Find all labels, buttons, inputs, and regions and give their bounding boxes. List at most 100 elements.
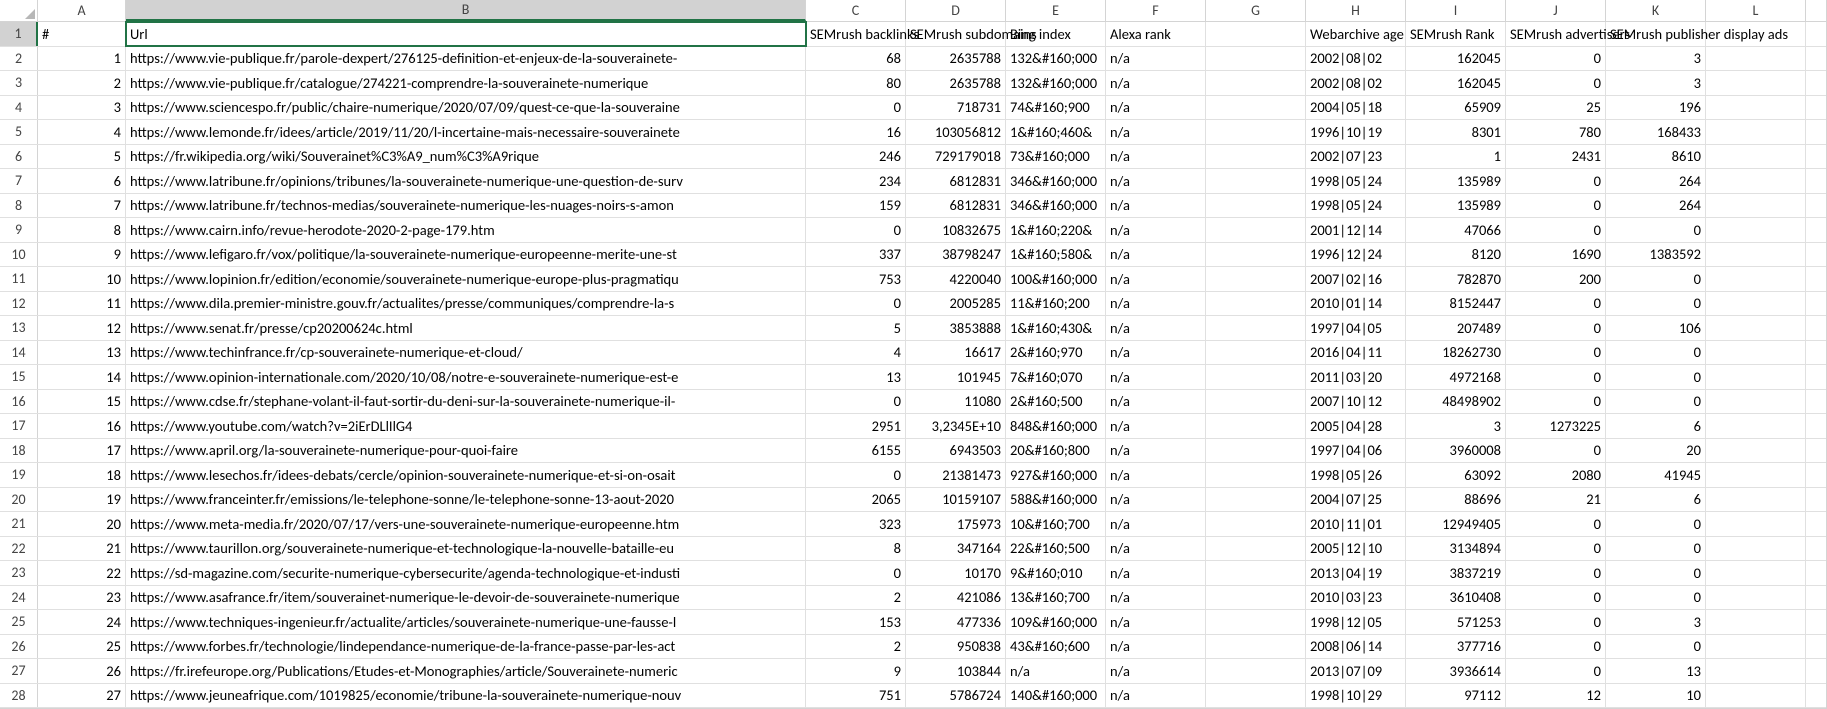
cell[interactable]: 9&#160;010 — [1006, 561, 1106, 585]
cell[interactable]: 19 — [38, 488, 126, 512]
cell[interactable]: n/a — [1106, 120, 1206, 144]
cell[interactable] — [1206, 341, 1306, 365]
cell[interactable]: 0 — [806, 463, 906, 487]
cell[interactable]: 48498902 — [1406, 390, 1506, 414]
cell[interactable]: 1996|10|19 — [1306, 120, 1406, 144]
cell[interactable]: 7&#160;070 — [1006, 365, 1106, 389]
row-header-4[interactable]: 4 — [0, 96, 38, 120]
cell[interactable]: 0 — [1606, 390, 1706, 414]
cell[interactable]: 1998|05|26 — [1306, 463, 1406, 487]
cell[interactable]: 8152447 — [1406, 292, 1506, 316]
row-header-18[interactable]: 18 — [0, 439, 38, 463]
cell[interactable]: 0 — [1506, 365, 1606, 389]
cell[interactable]: 20&#160;800 — [1006, 439, 1106, 463]
cell[interactable]: 2005|04|28 — [1306, 414, 1406, 438]
cell[interactable]: n/a — [1106, 537, 1206, 561]
cell[interactable] — [1706, 22, 1806, 46]
column-header-K[interactable]: K — [1606, 0, 1706, 21]
cell[interactable] — [1706, 561, 1806, 585]
cell[interactable]: 0 — [1506, 169, 1606, 193]
cell[interactable]: 73&#160;000 — [1006, 145, 1106, 169]
cell[interactable]: 246 — [806, 145, 906, 169]
cell[interactable]: 1 — [1406, 145, 1506, 169]
cell[interactable] — [1206, 218, 1306, 242]
cell[interactable]: 0 — [1506, 537, 1606, 561]
cell[interactable]: Bing index — [1006, 22, 1106, 46]
cell[interactable]: 13 — [1606, 659, 1706, 683]
cell[interactable]: 3936614 — [1406, 659, 1506, 683]
cell[interactable]: 2 — [806, 586, 906, 610]
cell[interactable] — [1206, 169, 1306, 193]
cell[interactable] — [1206, 390, 1306, 414]
cell[interactable]: 0 — [1506, 390, 1606, 414]
cell[interactable]: 153 — [806, 610, 906, 634]
cell[interactable] — [1706, 120, 1806, 144]
cell[interactable]: https://www.lefigaro.fr/vox/politique/la… — [126, 243, 806, 267]
cell[interactable] — [1206, 659, 1306, 683]
cell[interactable]: https://www.vie-publique.fr/parole-dexpe… — [126, 47, 806, 71]
cell[interactable]: 20 — [1606, 439, 1706, 463]
cell[interactable]: n/a — [1106, 488, 1206, 512]
cell[interactable]: https://www.cairn.info/revue-herodote-20… — [126, 218, 806, 242]
cell[interactable]: 109&#160;000 — [1006, 610, 1106, 634]
cell[interactable]: 3 — [1606, 71, 1706, 95]
cell[interactable] — [1706, 218, 1806, 242]
cell[interactable]: 1&#160;580& — [1006, 243, 1106, 267]
cell[interactable]: n/a — [1106, 169, 1206, 193]
row-header-21[interactable]: 21 — [0, 512, 38, 536]
cell[interactable]: 2&#160;970 — [1006, 341, 1106, 365]
cell[interactable]: https://www.asafrance.fr/item/souveraine… — [126, 586, 806, 610]
cell[interactable]: 3610408 — [1406, 586, 1506, 610]
cell[interactable]: Url — [126, 22, 806, 46]
cell[interactable]: 264 — [1606, 194, 1706, 218]
cell[interactable] — [1206, 586, 1306, 610]
cell[interactable]: 7 — [38, 194, 126, 218]
cell[interactable] — [1206, 96, 1306, 120]
cell[interactable] — [1706, 659, 1806, 683]
cell[interactable] — [1206, 537, 1306, 561]
cell[interactable]: 207489 — [1406, 316, 1506, 340]
row-header-22[interactable]: 22 — [0, 537, 38, 561]
cell[interactable]: 2002|07|23 — [1306, 145, 1406, 169]
cell[interactable]: 5786724 — [906, 684, 1006, 708]
cell[interactable] — [1706, 610, 1806, 634]
cell[interactable] — [1706, 316, 1806, 340]
cell[interactable]: 2008|06|14 — [1306, 635, 1406, 659]
cell[interactable]: 3 — [38, 96, 126, 120]
cell[interactable]: 22&#160;500 — [1006, 537, 1106, 561]
cell[interactable]: 23 — [38, 586, 126, 610]
cell[interactable]: 175973 — [906, 512, 1006, 536]
cell[interactable] — [1706, 684, 1806, 708]
cell[interactable]: SEMrush subdomains — [906, 22, 1006, 46]
cell[interactable]: n/a — [1106, 316, 1206, 340]
column-header-A[interactable]: A — [38, 0, 126, 21]
cell[interactable]: n/a — [1106, 96, 1206, 120]
cell[interactable]: 2 — [38, 71, 126, 95]
cell[interactable]: 0 — [1506, 512, 1606, 536]
cell[interactable]: 162045 — [1406, 47, 1506, 71]
cell[interactable]: 3 — [1406, 414, 1506, 438]
cell[interactable]: 10 — [38, 267, 126, 291]
cell[interactable]: 2080 — [1506, 463, 1606, 487]
row-header-9[interactable]: 9 — [0, 218, 38, 242]
cell[interactable]: 132&#160;000 — [1006, 71, 1106, 95]
cell[interactable] — [1706, 267, 1806, 291]
cell[interactable]: 74&#160;900 — [1006, 96, 1106, 120]
cell[interactable]: 100&#160;000 — [1006, 267, 1106, 291]
cell[interactable]: https://www.techniques-ingenieur.fr/actu… — [126, 610, 806, 634]
row-header-20[interactable]: 20 — [0, 488, 38, 512]
cell[interactable]: https://www.jeuneafrique.com/1019825/eco… — [126, 684, 806, 708]
cell[interactable]: 3837219 — [1406, 561, 1506, 585]
row-header-23[interactable]: 23 — [0, 561, 38, 585]
column-header-F[interactable]: F — [1106, 0, 1206, 21]
cell[interactable] — [1206, 194, 1306, 218]
cell[interactable]: https://www.dila.premier-ministre.gouv.f… — [126, 292, 806, 316]
cell[interactable]: 9 — [38, 243, 126, 267]
cell[interactable]: 14 — [38, 365, 126, 389]
cell[interactable]: n/a — [1106, 292, 1206, 316]
cell[interactable]: 0 — [806, 218, 906, 242]
cell[interactable]: https://www.latribune.fr/opinions/tribun… — [126, 169, 806, 193]
cell[interactable]: 0 — [1606, 267, 1706, 291]
cell[interactable]: 477336 — [906, 610, 1006, 634]
cell[interactable]: 0 — [806, 96, 906, 120]
